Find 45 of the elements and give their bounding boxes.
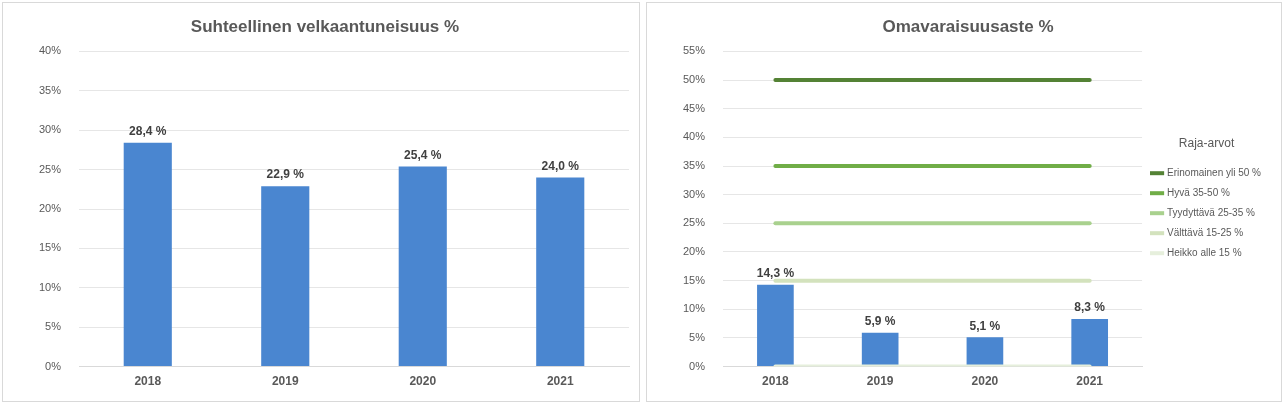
y-tick-label: 15% <box>38 241 62 254</box>
y-tick-label: 25% <box>38 162 62 175</box>
legend-label: Heikko alle 15 % <box>1167 246 1242 258</box>
y-tick-label: 50% <box>682 73 706 86</box>
x-tick-label: 2020 <box>409 374 437 389</box>
legend-label: Välttävä 15-25 % <box>1167 226 1244 238</box>
y-tick-label: 10% <box>682 302 706 315</box>
y-tick-label: 15% <box>682 273 706 286</box>
y-tick-label: 25% <box>682 216 706 229</box>
data-label: 5,9 % <box>864 314 896 329</box>
y-tick-label: 45% <box>682 101 706 114</box>
y-tick-label: 40% <box>682 130 706 143</box>
x-tick-label: 2021 <box>1076 374 1104 389</box>
data-label: 25,4 % <box>404 147 442 162</box>
y-tick-label: 40% <box>38 44 62 57</box>
legend-label: Hyvä 35-50 % <box>1167 186 1230 198</box>
x-tick-label: 2019 <box>866 374 894 389</box>
x-tick-label: 2018 <box>762 374 790 389</box>
y-tick-label: 5% <box>689 330 706 343</box>
data-label: 24,0 % <box>541 158 580 173</box>
data-label: 22,9 % <box>266 167 305 182</box>
y-tick-label: 20% <box>38 202 62 215</box>
y-tick-label: 10% <box>38 280 62 293</box>
chart-title: Suhteellinen velkaantuneisuus % <box>190 16 460 36</box>
y-tick-label: 0% <box>45 359 62 372</box>
legend-title: Raja-arvot <box>1178 136 1235 151</box>
y-tick-label: 30% <box>682 187 706 200</box>
data-label: 8,3 % <box>1074 300 1106 315</box>
x-tick-label: 2021 <box>546 374 574 389</box>
x-tick-label: 2019 <box>271 374 299 389</box>
y-tick-label: 30% <box>38 123 62 136</box>
x-tick-label: 2018 <box>134 374 162 389</box>
y-tick-label: 35% <box>38 83 62 96</box>
y-tick-label: 20% <box>682 245 706 258</box>
y-tick-label: 35% <box>682 159 706 172</box>
y-tick-label: 5% <box>45 320 62 333</box>
chart-title: Omavaraisuusaste % <box>882 16 1054 36</box>
x-tick-label: 2020 <box>971 374 999 389</box>
data-label: 28,4 % <box>129 124 167 139</box>
y-tick-label: 0% <box>689 359 706 372</box>
data-label: 5,1 % <box>969 318 1001 333</box>
legend-label: Erinomainen yli 50 % <box>1167 166 1262 178</box>
data-label: 14,3 % <box>756 265 795 280</box>
y-tick-label: 55% <box>682 44 706 57</box>
legend-label: Tyydyttävä 25-35 % <box>1167 206 1255 218</box>
